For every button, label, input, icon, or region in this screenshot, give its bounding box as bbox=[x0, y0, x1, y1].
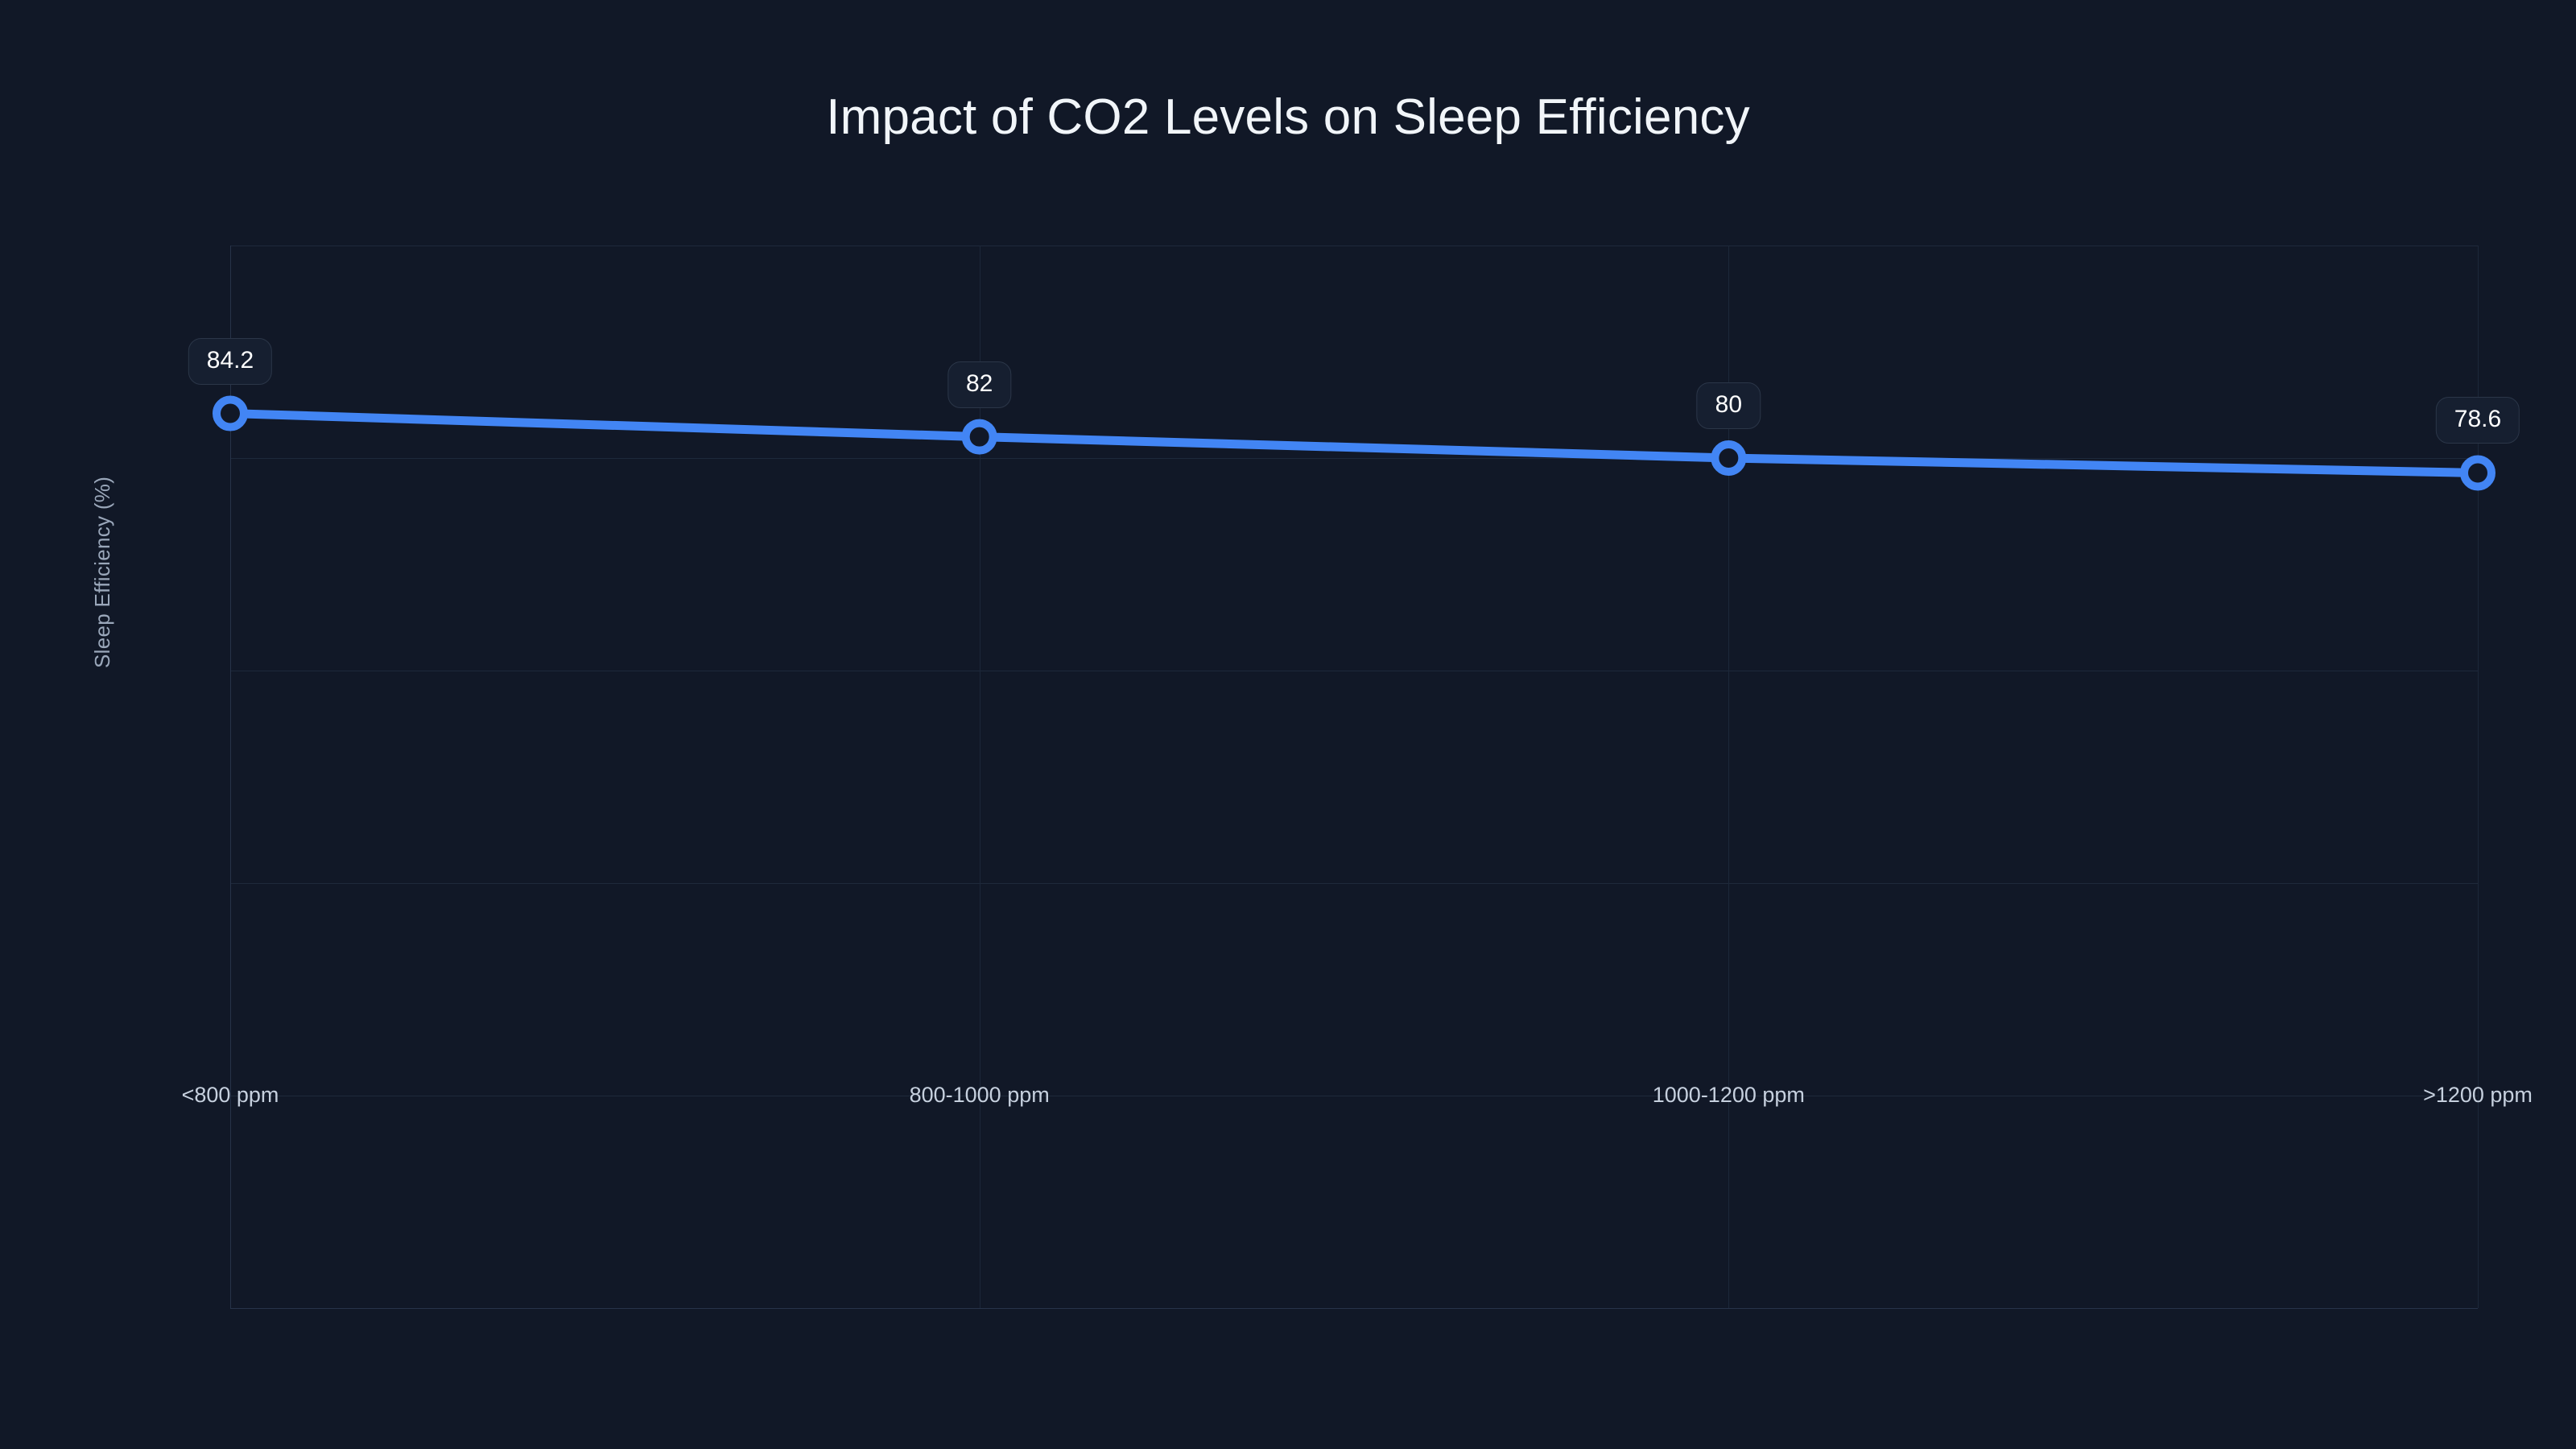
data-point-value-label: 80 bbox=[1696, 382, 1761, 429]
gridline-horizontal bbox=[230, 458, 2478, 459]
gridline-horizontal bbox=[230, 883, 2478, 884]
x-axis-tick-label: 1000-1200 ppm bbox=[1652, 1083, 1805, 1107]
data-point-value-label: 78.6 bbox=[2435, 397, 2520, 444]
series-line bbox=[225, 409, 2483, 477]
gridline-vertical bbox=[2478, 246, 2479, 1308]
chart-title: Impact of CO2 Levels on Sleep Efficiency bbox=[826, 89, 1750, 145]
x-axis-tick-label: 800-1000 ppm bbox=[909, 1083, 1050, 1107]
data-point-marker[interactable] bbox=[961, 419, 997, 455]
x-axis-tick-label: >1200 ppm bbox=[2423, 1083, 2533, 1107]
line-series bbox=[213, 395, 2496, 491]
data-point-marker[interactable] bbox=[2460, 455, 2496, 491]
data-point-marker[interactable] bbox=[213, 395, 248, 431]
gridline-vertical bbox=[230, 246, 231, 1308]
data-point-marker[interactable] bbox=[1711, 440, 1747, 476]
data-point-value-label: 82 bbox=[947, 361, 1012, 408]
marker-layer bbox=[213, 395, 2496, 491]
gridline-horizontal bbox=[230, 1308, 2478, 1309]
x-axis-tick-label: <800 ppm bbox=[181, 1083, 279, 1107]
plot-area bbox=[213, 246, 2496, 1309]
gridline-vertical bbox=[1728, 246, 1730, 1308]
data-point-value-label: 84.2 bbox=[188, 337, 273, 385]
y-axis-title: Sleep Efficiency (%) bbox=[90, 476, 114, 668]
